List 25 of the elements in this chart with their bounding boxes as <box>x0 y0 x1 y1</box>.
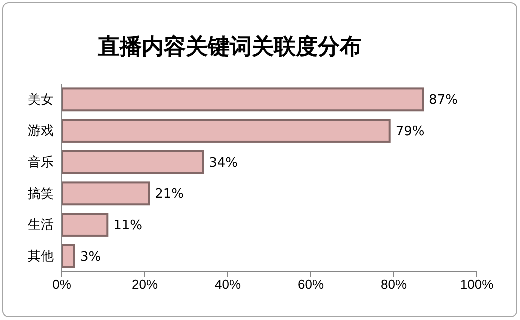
x-tick-label: 20% <box>132 277 158 292</box>
bar <box>61 119 391 143</box>
data-label: 34% <box>209 156 238 171</box>
y-tick-label: 美女 <box>28 92 54 107</box>
bar <box>61 88 424 112</box>
y-tick-label: 其他 <box>28 248 54 264</box>
y-tick-label: 生活 <box>28 217 54 232</box>
bar <box>61 150 204 174</box>
x-tick-label: 0% <box>52 277 72 292</box>
bar <box>61 244 76 268</box>
data-label: 11% <box>114 218 143 234</box>
chart-title: 直播内容关键词关联度分布 <box>97 34 362 60</box>
y-tick-label: 游戏 <box>28 123 54 138</box>
y-tick-label: 搞笑 <box>28 186 54 201</box>
y-tick-label: 音乐 <box>28 154 54 170</box>
x-tick-label: 60% <box>298 277 324 292</box>
bar <box>61 182 150 206</box>
data-label: 87% <box>429 93 458 108</box>
data-label: 21% <box>155 187 184 202</box>
bar <box>61 213 109 237</box>
data-label: 3% <box>80 250 102 265</box>
x-tick-label: 80% <box>380 277 408 292</box>
data-label: 79% <box>396 124 425 140</box>
x-tick-label: 40% <box>214 277 242 292</box>
x-tick-label: 100% <box>460 277 494 292</box>
